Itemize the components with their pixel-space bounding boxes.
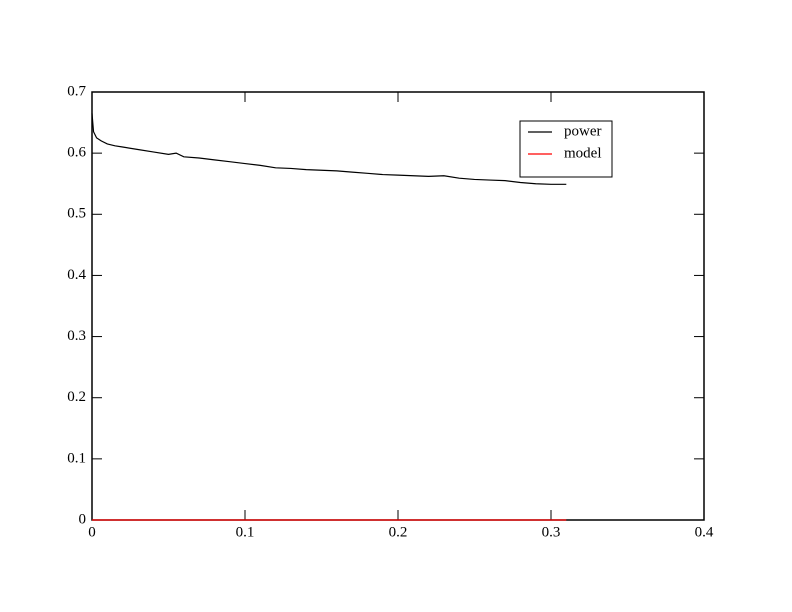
legend-label: model — [564, 145, 602, 161]
y-tick-label: 0.7 — [67, 83, 86, 99]
x-tick-label: 0 — [88, 524, 96, 540]
y-tick-label: 0.4 — [67, 267, 86, 283]
y-tick-label: 0.5 — [67, 206, 86, 222]
series-line — [91, 113, 567, 185]
legend-box — [519, 120, 613, 178]
y-tick-label: 0 — [79, 511, 87, 527]
legend-label: power — [564, 123, 602, 139]
y-tick-label: 0.6 — [67, 145, 86, 161]
x-tick-label: 0.1 — [236, 524, 255, 540]
x-tick-label: 0.4 — [695, 524, 714, 540]
x-tick-label: 0.3 — [542, 524, 561, 540]
x-tick-label: 0.2 — [389, 524, 408, 540]
y-tick-label: 0.1 — [67, 450, 86, 466]
y-tick-label: 0.3 — [67, 328, 86, 344]
y-tick-label: 0.2 — [67, 389, 86, 405]
